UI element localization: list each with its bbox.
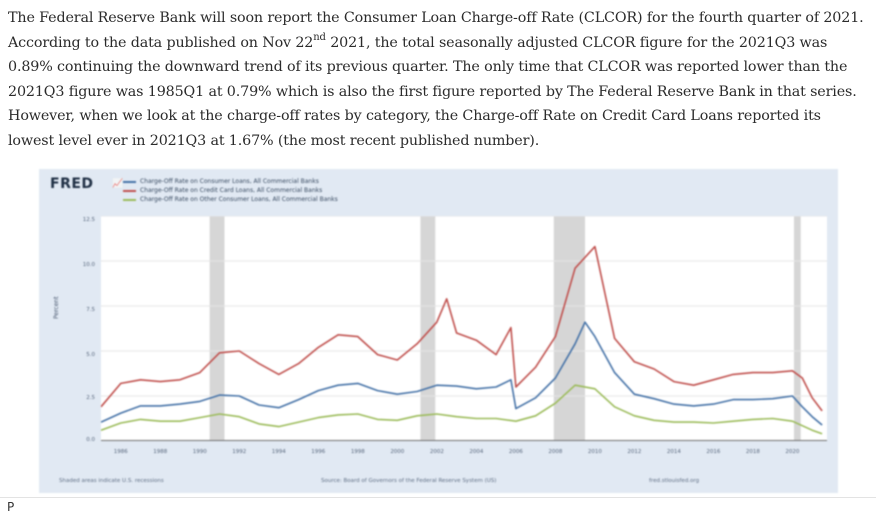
series-line-2 xyxy=(101,245,823,412)
legend-entry: Charge-Off Rate on Other Consumer Loans,… xyxy=(123,195,338,204)
x-tick-label: 1998 xyxy=(350,449,365,455)
article-superscript: nd xyxy=(313,31,326,43)
source-note: Source: Board of Governors of the Federa… xyxy=(321,478,497,484)
divider xyxy=(0,497,876,498)
recession-note: Shaded areas indicate U.S. recessions xyxy=(59,478,164,484)
y-tick-label: 12.5 xyxy=(82,217,95,223)
legend-label: Charge-Off Rate on Consumer Loans, All C… xyxy=(140,178,319,185)
x-tick-label: 2014 xyxy=(666,449,681,455)
x-tick-label: 2002 xyxy=(429,449,444,455)
recession-shade xyxy=(794,216,801,441)
x-tick-label: 2006 xyxy=(508,449,523,455)
series-line-3 xyxy=(101,384,823,435)
chart-legend: Charge-Off Rate on Consumer Loans, All C… xyxy=(123,177,338,204)
legend-entry: Charge-Off Rate on Credit Card Loans, Al… xyxy=(123,186,338,195)
article-text-part-2: 2021, the total seasonally adjusted CLCO… xyxy=(8,34,857,149)
x-tick-label: 2018 xyxy=(745,449,760,455)
y-tick-label: 5.0 xyxy=(86,352,95,358)
x-tick-label: 2000 xyxy=(390,449,405,455)
legend-swatch xyxy=(123,198,136,201)
x-tick-label: 1988 xyxy=(153,449,168,455)
line-chart xyxy=(101,216,827,441)
x-tick-label: 1996 xyxy=(311,449,326,455)
chart-plot-area xyxy=(101,216,827,441)
article-paragraph: The Federal Reserve Bank will soon repor… xyxy=(8,6,870,154)
fred-logo: FRED xyxy=(50,176,94,192)
x-tick-label: 1986 xyxy=(113,449,128,455)
x-tick-label: 2004 xyxy=(469,449,484,455)
series-line-1 xyxy=(101,321,823,426)
recession-shade xyxy=(420,216,436,441)
fred-chart-image: FRED 📈 Charge-Off Rate on Consumer Loans… xyxy=(39,169,838,493)
x-tick-label: 2012 xyxy=(627,449,642,455)
legend-swatch xyxy=(123,189,136,192)
legend-entry: Charge-Off Rate on Consumer Loans, All C… xyxy=(123,177,338,186)
x-tick-label: 2008 xyxy=(548,449,563,455)
x-tick-label: 1994 xyxy=(271,449,286,455)
y-tick-label: 7.5 xyxy=(86,307,95,313)
fred-url: fred.stlouisfed.org xyxy=(649,478,700,484)
legend-label: Charge-Off Rate on Credit Card Loans, Al… xyxy=(140,187,323,194)
x-tick-label: 2010 xyxy=(587,449,602,455)
legend-swatch xyxy=(123,180,136,183)
article-text-part-1: The Federal Reserve Bank will soon repor… xyxy=(8,10,864,51)
x-tick-label: 1990 xyxy=(192,449,207,455)
x-tick-label: 2016 xyxy=(706,449,721,455)
legend-label: Charge-Off Rate on Other Consumer Loans,… xyxy=(140,196,338,203)
x-tick-label: 2020 xyxy=(785,449,800,455)
recession-shade xyxy=(553,216,585,441)
fred-logo-chart-icon: 📈 xyxy=(112,179,124,189)
y-axis-title: Percent xyxy=(53,296,60,319)
y-tick-label: 0.0 xyxy=(86,437,95,443)
recession-shade xyxy=(209,216,225,441)
footer-text: P xyxy=(7,500,15,514)
y-tick-label: 10.0 xyxy=(82,262,95,268)
x-tick-label: 1992 xyxy=(232,449,247,455)
y-tick-label: 2.5 xyxy=(86,395,95,401)
